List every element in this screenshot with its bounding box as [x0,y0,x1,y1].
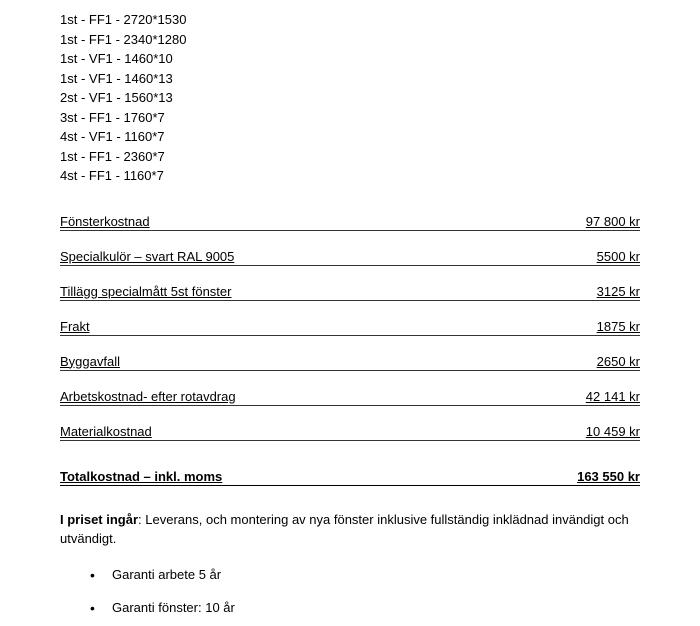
cost-value: 5500 kr [597,249,640,264]
cost-label: Arbetskostnad- efter rotavdrag [60,389,236,404]
warranty-item: Garanti arbete 5 år [90,567,640,582]
spec-item: 1st - FF1 - 2340*1280 [60,30,640,50]
cost-value: 3125 kr [597,284,640,299]
cost-breakdown: Fönsterkostnad 97 800 kr Specialkulör – … [60,214,640,441]
cost-value: 97 800 kr [586,214,640,229]
cost-value: 42 141 kr [586,389,640,404]
cost-label: Byggavfall [60,354,120,369]
cost-row: Tillägg specialmått 5st fönster 3125 kr [60,284,640,301]
cost-row: Fönsterkostnad 97 800 kr [60,214,640,231]
spec-item: 3st - FF1 - 1760*7 [60,108,640,128]
spec-item: 2st - VF1 - 1560*13 [60,88,640,108]
window-spec-list: 1st - FF1 - 2720*1530 1st - FF1 - 2340*1… [60,10,640,186]
cost-value: 10 459 kr [586,424,640,439]
spec-item: 1st - VF1 - 1460*10 [60,49,640,69]
included-body: : Leverans, och montering av nya fönster… [60,512,629,547]
spec-item: 4st - VF1 - 1160*7 [60,127,640,147]
warranty-list: Garanti arbete 5 år Garanti fönster: 10 … [60,567,640,615]
total-label: Totalkostnad – inkl. moms [60,469,222,484]
cost-label: Materialkostnad [60,424,152,439]
cost-row: Byggavfall 2650 kr [60,354,640,371]
total-row: Totalkostnad – inkl. moms 163 550 kr [60,469,640,486]
total-value: 163 550 kr [577,469,640,484]
spec-item: 4st - FF1 - 1160*7 [60,166,640,186]
cost-label: Frakt [60,319,90,334]
spec-item: 1st - FF1 - 2720*1530 [60,10,640,30]
cost-row: Specialkulör – svart RAL 9005 5500 kr [60,249,640,266]
included-description: I priset ingår: Leverans, och montering … [60,510,640,549]
spec-item: 1st - VF1 - 1460*13 [60,69,640,89]
spec-item: 1st - FF1 - 2360*7 [60,147,640,167]
cost-label: Tillägg specialmått 5st fönster [60,284,231,299]
cost-label: Specialkulör – svart RAL 9005 [60,249,234,264]
cost-row: Arbetskostnad- efter rotavdrag 42 141 kr [60,389,640,406]
cost-row: Materialkostnad 10 459 kr [60,424,640,441]
included-lead: I priset ingår [60,512,138,527]
cost-row: Frakt 1875 kr [60,319,640,336]
cost-value: 1875 kr [597,319,640,334]
cost-label: Fönsterkostnad [60,214,150,229]
cost-value: 2650 kr [597,354,640,369]
warranty-item: Garanti fönster: 10 år [90,600,640,615]
